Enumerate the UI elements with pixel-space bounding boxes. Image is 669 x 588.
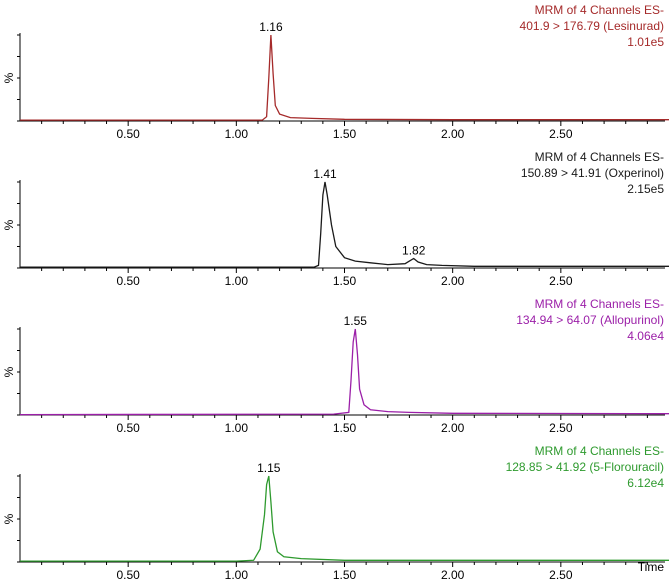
chromatogram-panel-2: % 0.50 1.00 1.50 2.00 2.50 1.41 1.82 MRM of 4 Ch… (2, 150, 669, 288)
x-tick-label: 0.50 (116, 421, 140, 435)
x-tick-label: 0.50 (116, 274, 140, 288)
x-tick-label: 2.50 (549, 127, 573, 141)
y-axis-label: % (2, 219, 16, 230)
channel-transition: 134.94 > 64.07 (Allopurinol) (516, 313, 664, 327)
x-tick-label: 1.50 (333, 568, 357, 582)
x-tick-label: 1.00 (225, 421, 249, 435)
channel-title: MRM of 4 Channels ES- (535, 150, 664, 164)
y-axis-label: % (2, 72, 16, 83)
channel-intensity: 2.15e5 (627, 182, 664, 196)
x-axis-label: Time (638, 560, 665, 574)
chromatogram-panel-1: % 0.50 1.00 1.50 2.00 2.50 1.16 MRM of 4 Channe… (2, 3, 669, 141)
channel-transition: 128.85 > 41.92 (5-Florouracil) (506, 460, 664, 474)
channel-transition: 150.89 > 41.91 (Oxperinol) (521, 166, 664, 180)
x-tick-label: 1.00 (225, 127, 249, 141)
trace-line (20, 181, 669, 268)
peak-label: 1.16 (259, 20, 283, 34)
channel-intensity: 4.06e4 (627, 329, 664, 343)
x-tick-label: 2.00 (441, 127, 465, 141)
trace-line (20, 34, 669, 121)
channel-intensity: 6.12e4 (627, 476, 664, 490)
chromatogram-panel-3: % 0.50 1.00 1.50 2.00 2.50 1.55 MRM of 4 Channe… (2, 297, 669, 435)
trace-line (20, 475, 669, 562)
x-tick-label: 1.00 (225, 568, 249, 582)
trace-line (19, 328, 669, 416)
channel-title: MRM of 4 Channels ES- (535, 444, 664, 458)
channel-title: MRM of 4 Channels ES- (535, 3, 664, 17)
y-axis-label: % (2, 513, 16, 524)
x-tick-label: 1.00 (225, 274, 249, 288)
channel-intensity: 1.01e5 (627, 35, 664, 49)
x-tick-label: 0.50 (116, 568, 140, 582)
y-axis-label: % (2, 366, 16, 377)
x-tick-label: 1.50 (333, 127, 357, 141)
peak-label: 1.55 (344, 314, 368, 328)
chromatogram-panel-4: % 0.50 1.00 1.50 2.00 2.50 1.15 MRM of 4 Channe… (2, 444, 669, 582)
x-tick-label: 2.00 (441, 274, 465, 288)
x-tick-label: 0.50 (116, 127, 140, 141)
peak-label: 1.41 (313, 167, 337, 181)
x-tick-label: 1.50 (333, 421, 357, 435)
x-tick-label: 2.50 (549, 568, 573, 582)
x-tick-label: 2.50 (549, 421, 573, 435)
channel-transition: 401.9 > 176.79 (Lesinurad) (520, 19, 664, 33)
channel-title: MRM of 4 Channels ES- (535, 297, 664, 311)
peak-label: 1.15 (257, 461, 281, 475)
x-tick-label: 2.50 (549, 274, 573, 288)
x-tick-label: 2.00 (441, 421, 465, 435)
peak-label: 1.82 (402, 244, 426, 258)
x-tick-label: 1.50 (333, 274, 357, 288)
x-tick-label: 2.00 (441, 568, 465, 582)
